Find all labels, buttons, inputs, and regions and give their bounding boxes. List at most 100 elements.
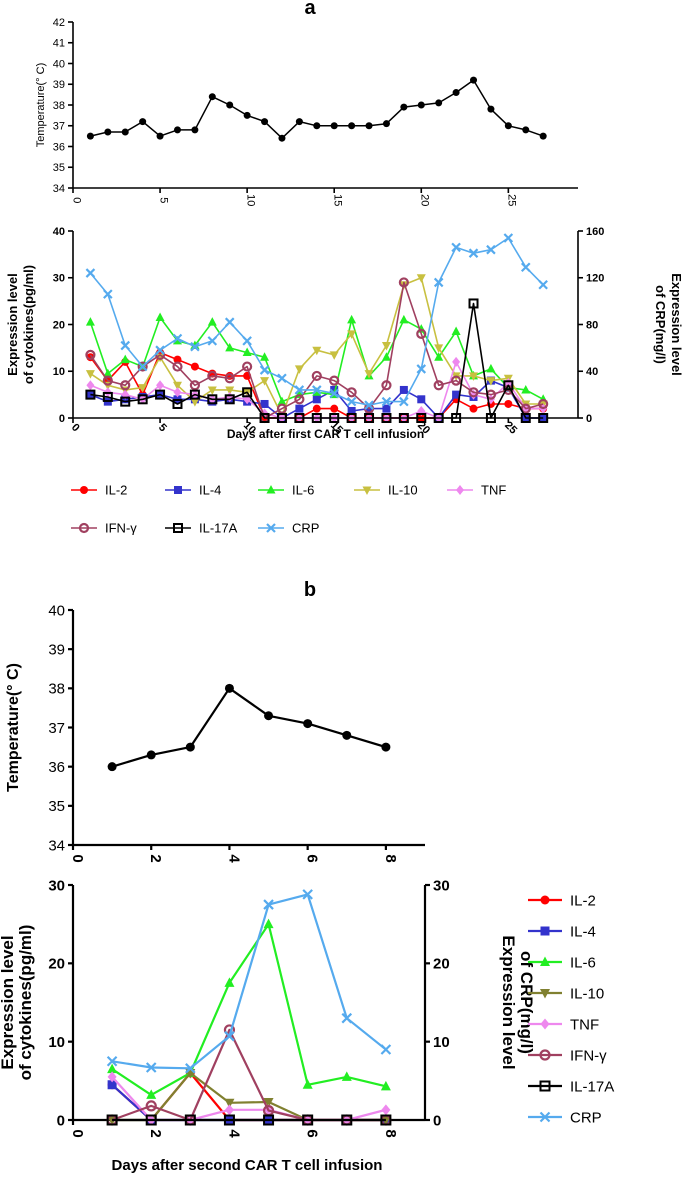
legend-label: IL-17A [199, 521, 238, 536]
data-point-crp [380, 1044, 392, 1055]
data-point-ifn [311, 370, 322, 382]
data-point-crp [329, 388, 339, 399]
data-point-temperature [342, 730, 352, 740]
data-point-crp [155, 345, 165, 355]
data-point-ifn [276, 403, 288, 414]
data-point-ifn [85, 349, 96, 360]
y2-axis-label: of CRP(mg/l) [653, 285, 668, 364]
x-tick-label: 8 [382, 854, 399, 862]
legend-label: IL-17A [570, 1078, 614, 1095]
data-point-crp [538, 279, 548, 290]
data-point-tnf [224, 1104, 234, 1116]
data-point-il-6 [277, 396, 287, 406]
y2-tick-label: 30 [433, 877, 450, 894]
y-tick-label: 0 [59, 413, 65, 425]
data-point-il-6 [242, 347, 252, 357]
data-point-il-6 [224, 977, 235, 987]
x-tick-label: 10 [244, 194, 256, 206]
legend-item-il-17a: IL-17A [165, 521, 238, 536]
x-tick-label: 4 [225, 854, 242, 863]
x-tick-label: 6 [304, 854, 321, 862]
data-point-temperature [295, 118, 303, 126]
x-tick-label: 0 [70, 197, 82, 203]
data-point-ifn [520, 403, 531, 414]
data-point-temperature [139, 118, 147, 126]
data-point-il-17a [184, 1114, 196, 1126]
legend-label: IL-2 [105, 483, 127, 498]
data-point-ifn [137, 361, 148, 372]
legend-marker [539, 1080, 551, 1092]
data-point-crp [224, 317, 235, 327]
data-point-temperature [264, 711, 274, 721]
y-tick-label: 38 [53, 100, 65, 112]
legend-item-ifn: IFN-γ [528, 1047, 607, 1064]
series-il-17a [85, 298, 549, 423]
data-point-crp [302, 889, 313, 900]
chart-a-temp: 34 35 36 37 38 39 40 41 42 0 5 10 15 20 25 Temperature(… [35, 17, 578, 206]
data-point-il-10 [207, 386, 217, 395]
data-point-il-17a [276, 413, 287, 423]
x-tick-label: 5 [157, 197, 169, 203]
data-point-il-6 [399, 314, 409, 324]
x-tick-label: 2 [147, 854, 164, 862]
data-point-il-10 [85, 370, 95, 379]
data-point-tnf [86, 380, 95, 391]
legend-item-il-6: IL-6 [528, 954, 596, 971]
data-point-temperature [104, 128, 112, 136]
data-point-il-17a [259, 413, 270, 423]
legend: IL-2 IL-4 IL-6 IL-10 TNF IFN-γ IL-17A CRP [71, 483, 506, 536]
x-tick-label: 15 [332, 194, 344, 206]
y-tick-label: 35 [53, 162, 65, 174]
data-point-il-10 [329, 351, 339, 360]
legend-marker [456, 485, 464, 495]
data-point-il-17a [242, 387, 253, 398]
data-point-ifn [120, 380, 131, 391]
data-point-crp [416, 364, 427, 374]
panel-label-b: b [304, 579, 316, 601]
data-point-crp [294, 385, 305, 395]
data-point-temperature [224, 683, 234, 693]
data-point-temperature [381, 742, 391, 752]
data-point-temperature [208, 93, 216, 101]
data-point-temperature [86, 132, 94, 140]
y-tick-label: 36 [48, 759, 65, 776]
data-point-il-17a [172, 398, 183, 409]
data-point-il-6 [103, 368, 113, 378]
y-tick-label: 40 [48, 602, 65, 619]
legend-label: IL-4 [199, 483, 221, 498]
data-point-temperature [146, 750, 156, 760]
data-point-tnf [381, 1104, 391, 1116]
data-point-temperature [303, 719, 313, 729]
y-tick-label: 20 [53, 319, 65, 331]
legend-item-tnf: TNF [528, 1016, 599, 1033]
data-point-il-10 [294, 365, 304, 374]
data-point-ifn [102, 375, 113, 386]
series-crp [106, 889, 392, 1074]
series-line-temperature [111, 687, 387, 768]
data-point-il-17a [433, 413, 444, 423]
y-tick-label: 20 [48, 956, 65, 973]
x-tick-label: 0 [69, 1129, 86, 1137]
legend-marker [539, 1049, 551, 1061]
y-axis-label: of cytokines(pg/ml) [16, 925, 35, 1081]
data-point-il-10 [364, 370, 374, 379]
legend-marker [362, 486, 372, 495]
legend-marker [174, 486, 182, 494]
data-point-crp [468, 248, 479, 258]
data-point-temperature [417, 101, 425, 109]
y2-axis-label: of CRP(mg/l) [517, 951, 536, 1054]
data-point-temperature [365, 122, 373, 130]
legend-item-il-4: IL-4 [528, 923, 596, 940]
series-line-temperature [90, 79, 544, 139]
y2-axis-label: Expression level [499, 935, 518, 1069]
data-point-temperature [382, 120, 390, 128]
legend-label: IL-6 [570, 954, 596, 971]
y-axis-label: of cytokines(pg/ml) [21, 265, 36, 384]
data-point-tnf [156, 380, 165, 391]
x-axis-label: Days after first CAR T cell infusion [227, 427, 424, 441]
y-axis-label: Temperature(° C) [35, 63, 47, 147]
data-point-temperature [400, 103, 408, 111]
legend-label: IFN-γ [570, 1047, 607, 1064]
